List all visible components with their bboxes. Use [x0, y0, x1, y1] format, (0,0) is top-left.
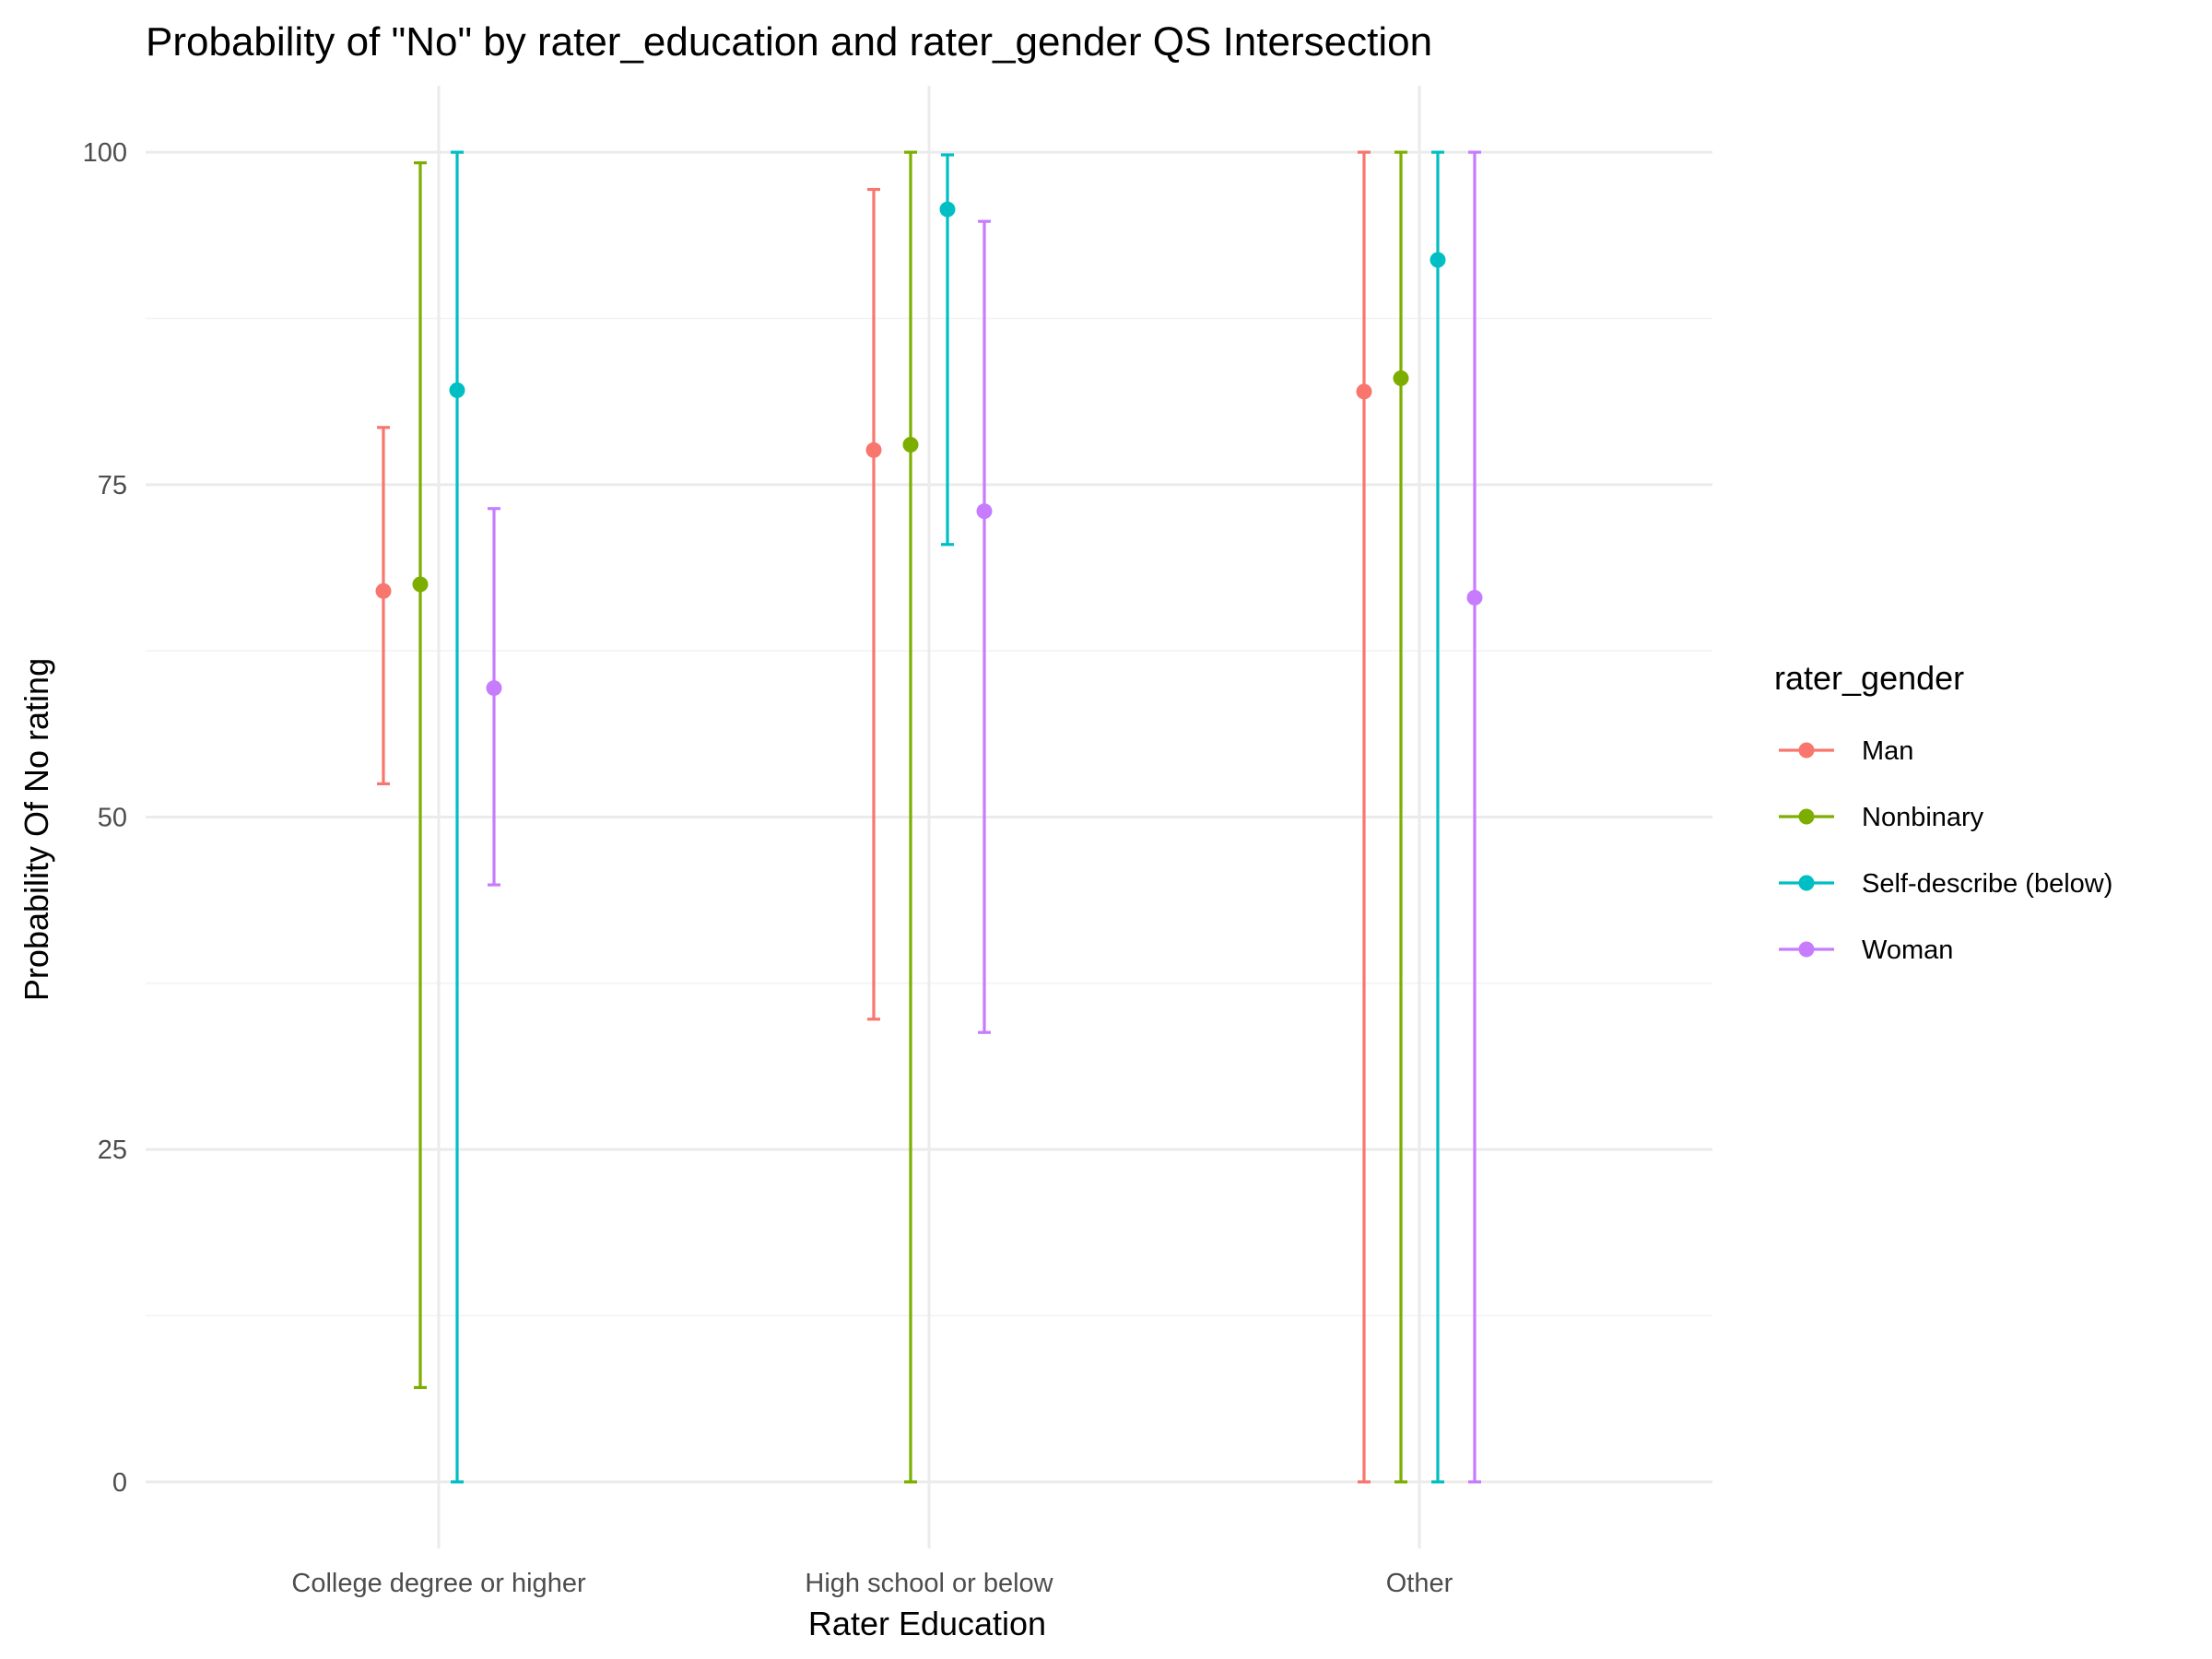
legend-key-point	[1798, 742, 1815, 759]
legend-item: Woman	[1779, 935, 1953, 965]
series-nonbinary	[412, 150, 1409, 1484]
y-tick-label: 25	[98, 1135, 127, 1165]
data-point	[449, 382, 465, 398]
x-tick-label: Other	[1386, 1569, 1453, 1598]
data-point	[865, 441, 882, 458]
x-axis-ticks: College degree or higher High school or b…	[291, 1569, 1453, 1598]
legend-item: Man	[1779, 736, 1913, 766]
y-tick-label: 0	[112, 1468, 127, 1498]
y-axis-ticks: 0 25 50 75 100	[83, 138, 127, 1498]
legend-label: Nonbinary	[1862, 803, 1984, 832]
legend-key-point	[1798, 941, 1815, 958]
data-point	[939, 201, 956, 218]
chart-marks	[375, 150, 1483, 1484]
series-self-describe-below	[449, 150, 1446, 1484]
data-point	[902, 437, 919, 453]
legend-items: Man Nonbinary Self-describe (below) Woman	[1779, 736, 2112, 965]
legend-title: rater_gender	[1774, 659, 1964, 697]
data-point	[486, 680, 502, 697]
data-point	[1356, 383, 1372, 400]
x-tick-label: College degree or higher	[291, 1569, 586, 1598]
data-point	[412, 576, 429, 593]
legend-label: Self-describe (below)	[1862, 869, 2112, 899]
y-tick-label: 75	[98, 471, 127, 500]
chart-title: Probability of "No" by rater_education a…	[146, 19, 1432, 65]
gridlines	[146, 86, 1712, 1548]
legend-item: Self-describe (below)	[1779, 869, 2112, 899]
data-point	[976, 503, 993, 520]
series-woman	[486, 150, 1483, 1484]
data-point	[1466, 589, 1483, 606]
legend: rater_gender Man Nonbinary Self-describe (…	[1774, 659, 2112, 965]
y-axis-title: Probability Of No rating	[18, 658, 55, 1001]
y-tick-label: 50	[98, 804, 127, 833]
legend-label: Woman	[1862, 935, 1953, 965]
legend-key-point	[1798, 875, 1815, 891]
x-axis-title: Rater Education	[808, 1605, 1046, 1642]
x-tick-label: High school or below	[805, 1569, 1053, 1598]
legend-label: Man	[1862, 736, 1913, 766]
data-point	[1430, 252, 1446, 268]
data-point	[375, 582, 392, 599]
series-man	[375, 150, 1372, 1484]
data-point	[1393, 370, 1409, 386]
legend-item: Nonbinary	[1779, 803, 1984, 832]
legend-key-point	[1798, 808, 1815, 825]
y-tick-label: 100	[83, 138, 127, 168]
